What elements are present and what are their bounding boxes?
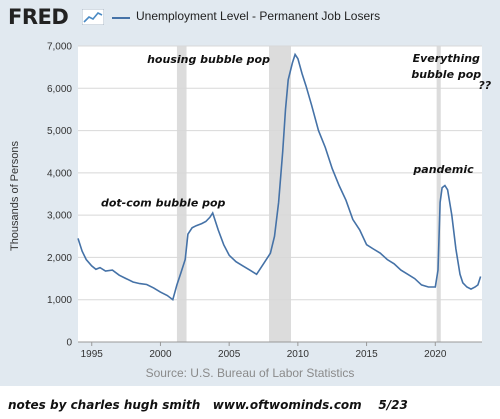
x-tick-label: 2010	[287, 349, 310, 360]
source-note: Source: U.S. Bureau of Labor Statistics	[145, 366, 355, 380]
annotation-label: ??	[478, 79, 491, 92]
y-tick-label: 6,000	[47, 84, 72, 95]
annotations: housing bubble pop dot-com bubble pop pand…	[101, 52, 492, 210]
fred-graph-icon	[82, 9, 104, 25]
y-tick-label: 0	[66, 338, 72, 349]
x-tick-label: 2000	[149, 349, 172, 360]
x-tick-label: 2020	[424, 349, 447, 360]
recession-band-2	[436, 46, 441, 342]
x-tick-label: 2005	[218, 349, 241, 360]
y-tick-label: 5,000	[47, 126, 72, 137]
recession-band-0	[176, 46, 187, 342]
x-axis-ticks: 1995 2000 2005 2010 2015 2020	[78, 341, 482, 360]
series-line	[77, 52, 482, 302]
y-tick-label: 1,000	[47, 295, 72, 306]
chart-title: Unemployment Level - Permanent Job Loser…	[136, 9, 381, 23]
annotation-label: Everything	[413, 52, 480, 65]
y-tick-label: 7,000	[47, 42, 72, 53]
author-note: notes by charles hugh smith www.oftwomin…	[8, 398, 408, 412]
annotation-label: pandemic	[412, 163, 474, 176]
legend-swatch	[112, 17, 130, 19]
y-tick-label: 2,000	[47, 253, 72, 264]
y-tick-label: 4,000	[47, 168, 72, 179]
chart-svg: 0 1,000 2,000 3,000 4,000 5,000 6,000 7,000 199…	[9, 42, 492, 361]
annotation-label: dot-com bubble pop	[101, 197, 226, 210]
annotation-label: housing bubble pop	[147, 53, 270, 66]
fred-logo[interactable]: FRED	[8, 5, 69, 29]
x-tick-label: 1995	[81, 349, 104, 360]
x-tick-label: 2015	[355, 349, 378, 360]
annotation-label: bubble pop	[411, 68, 481, 81]
y-axis-label: Thousands of Persons	[9, 140, 21, 251]
y-tick-label: 3,000	[47, 211, 72, 222]
y-axis-ticks: 0 1,000 2,000 3,000 4,000 5,000 6,000 7,000	[47, 42, 72, 349]
